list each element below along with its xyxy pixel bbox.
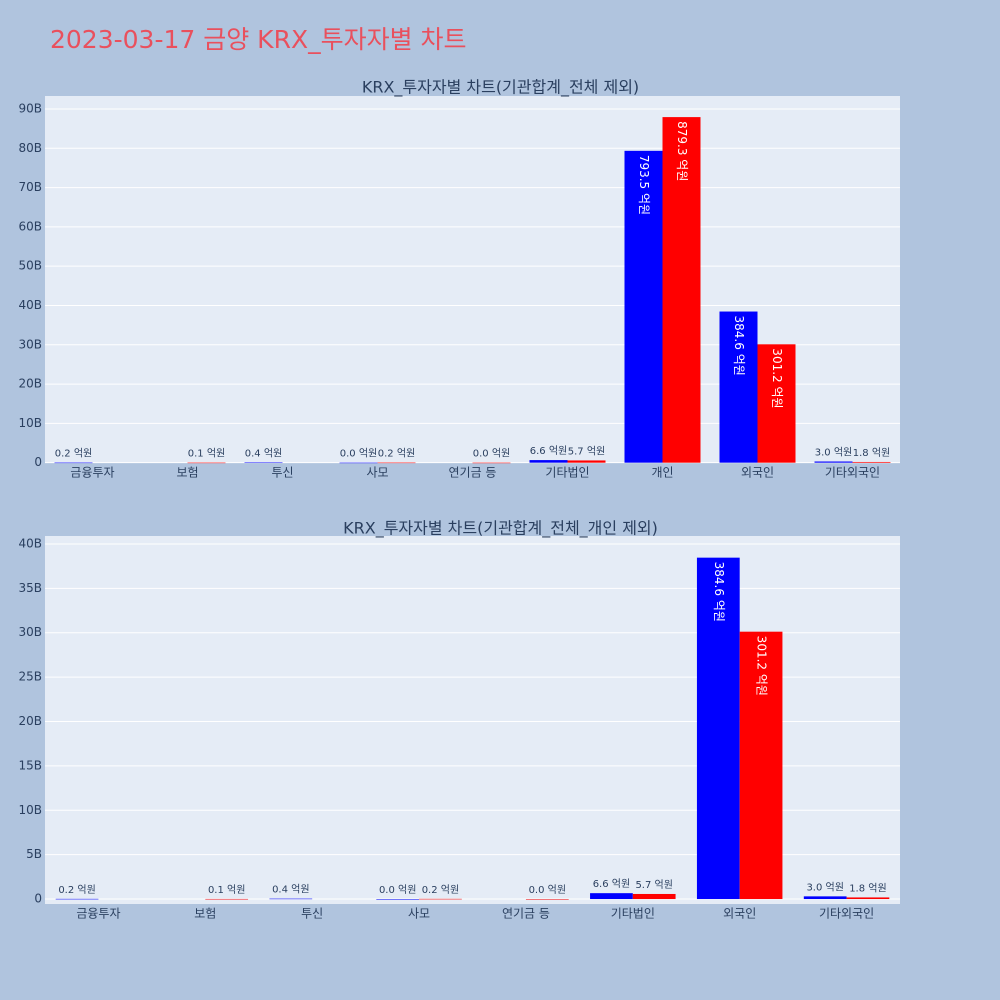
x-tick-label: 금융투자 <box>70 466 114 480</box>
x-tick-label: 연기금 등 <box>502 907 550 921</box>
y-tick-label: 50B <box>18 259 42 273</box>
bar <box>205 898 249 900</box>
y-tick-label: 25B <box>18 670 42 684</box>
x-tick-label: 기타법인 <box>611 907 655 921</box>
bar-label: 0.2 억원 <box>378 448 415 460</box>
y-tick-label: 35B <box>18 581 42 595</box>
bar-label: 793.5 억원 <box>637 155 651 215</box>
bar-label: 0.0 억원 <box>340 448 377 460</box>
y-tick-label: 10B <box>18 416 42 430</box>
bar <box>472 462 511 464</box>
y-tick-label: 70B <box>18 180 42 194</box>
y-tick-label: 0 <box>34 892 42 906</box>
bar <box>244 462 283 464</box>
x-tick-label: 투신 <box>301 907 323 921</box>
bar <box>624 150 663 463</box>
y-tick-label: 40B <box>18 536 42 550</box>
x-tick-label: 금융투자 <box>76 907 120 921</box>
y-tick-label: 20B <box>18 714 42 728</box>
bar-label: 301.2 억원 <box>770 348 784 408</box>
bar-label: 0.4 억원 <box>272 884 309 896</box>
x-tick-label: 기타법인 <box>545 466 589 480</box>
bar-label: 5.7 억원 <box>568 445 605 457</box>
bar <box>376 899 420 900</box>
bar <box>757 344 796 463</box>
bar <box>852 461 891 463</box>
bar-label: 0.4 억원 <box>245 448 282 460</box>
x-tick-label: 외국인 <box>723 907 756 921</box>
x-tick-label: 사모 <box>366 466 388 480</box>
x-tick-label: 개인 <box>651 466 673 480</box>
x-tick-label: 외국인 <box>741 466 774 480</box>
bar <box>814 461 853 463</box>
bar-label: 301.2 억원 <box>755 636 769 696</box>
bar <box>269 898 313 900</box>
bar-label: 0.2 억원 <box>55 448 92 460</box>
chart-title: KRX_투자자별 차트(기관합계_전체_개인 제외) <box>343 519 658 539</box>
bar <box>846 897 890 900</box>
bar-label: 1.8 억원 <box>849 882 886 894</box>
bar <box>632 893 676 900</box>
bar-label: 6.6 억원 <box>593 878 630 890</box>
x-tick-label: 보험 <box>194 907 216 921</box>
y-tick-label: 30B <box>18 337 42 351</box>
bar <box>529 460 568 463</box>
bar-label: 0.2 억원 <box>422 884 459 896</box>
bar-label: 6.6 억원 <box>530 445 567 457</box>
bar <box>55 898 99 900</box>
y-tick-label: 90B <box>18 101 42 115</box>
y-tick-label: 15B <box>18 758 42 772</box>
bar <box>803 896 847 900</box>
bar <box>719 311 758 463</box>
x-tick-label: 사모 <box>408 907 430 921</box>
bar-label: 384.6 억원 <box>712 562 726 622</box>
page-title: 2023-03-17 금양 KRX_투자자별 차트 <box>50 25 467 54</box>
bar-label: 384.6 억원 <box>732 316 746 376</box>
bar-label: 0.1 억원 <box>208 884 245 896</box>
bar-label: 879.3 억원 <box>675 121 689 181</box>
bar-label: 0.2 억원 <box>58 884 95 896</box>
x-tick-label: 연기금 등 <box>449 466 497 480</box>
x-tick-label: 기타외국인 <box>825 466 880 480</box>
bar-label: 1.8 억원 <box>853 447 890 459</box>
bar-label: 5.7 억원 <box>635 879 672 891</box>
y-tick-label: 80B <box>18 141 42 155</box>
bar-label: 0.1 억원 <box>188 448 225 460</box>
y-tick-label: 10B <box>18 803 42 817</box>
bar-label: 3.0 억원 <box>815 447 852 459</box>
bar <box>419 898 462 900</box>
y-tick-label: 20B <box>18 377 42 391</box>
y-tick-label: 0 <box>34 455 42 469</box>
bar-label: 0.0 억원 <box>473 448 510 460</box>
x-tick-label: 보험 <box>176 466 198 480</box>
bar <box>590 893 633 900</box>
x-tick-label: 투신 <box>271 466 293 480</box>
bar <box>739 631 783 900</box>
x-tick-label: 기타외국인 <box>819 907 874 921</box>
bar <box>662 117 701 463</box>
bar <box>696 557 740 900</box>
bar <box>377 462 416 464</box>
bar <box>187 462 226 464</box>
y-tick-label: 40B <box>18 298 42 312</box>
bar <box>525 899 569 900</box>
bar <box>339 462 378 464</box>
chart-title: KRX_투자자별 차트(기관합계_전체 제외) <box>362 78 639 98</box>
bar <box>54 462 93 464</box>
y-tick-label: 30B <box>18 625 42 639</box>
bar-label: 3.0 억원 <box>806 881 843 893</box>
y-tick-label: 5B <box>26 847 42 861</box>
bar <box>567 460 606 463</box>
y-tick-label: 60B <box>18 219 42 233</box>
bar-label: 0.0 억원 <box>529 884 566 896</box>
bar-label: 0.0 억원 <box>379 884 416 896</box>
